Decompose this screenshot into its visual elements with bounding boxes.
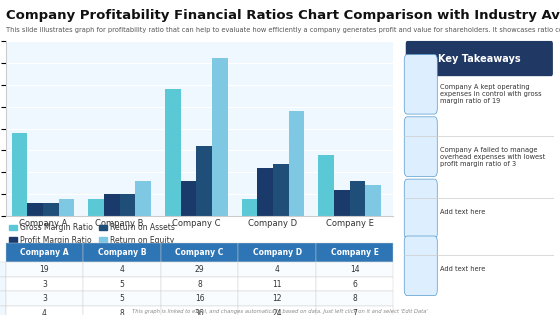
Text: Add text here: Add text here bbox=[440, 266, 486, 272]
Bar bbox=[43, 203, 59, 216]
Bar bbox=[59, 198, 74, 216]
Text: Company Profitability Financial Ratios Chart Comparison with Industry Average: Company Profitability Financial Ratios C… bbox=[6, 9, 560, 22]
Bar bbox=[27, 203, 43, 216]
FancyBboxPatch shape bbox=[406, 41, 553, 76]
Text: Company A kept operating expenses in control with gross margin ratio of 19: Company A kept operating expenses in con… bbox=[440, 84, 542, 104]
Text: This slide illustrates graph for profitability ratio that can help to evaluate h: This slide illustrates graph for profita… bbox=[6, 27, 560, 33]
Bar bbox=[181, 181, 197, 216]
Bar bbox=[165, 89, 181, 216]
FancyBboxPatch shape bbox=[404, 54, 437, 114]
FancyBboxPatch shape bbox=[404, 117, 437, 176]
Bar bbox=[288, 111, 305, 216]
Bar bbox=[104, 194, 120, 216]
FancyBboxPatch shape bbox=[404, 236, 437, 295]
Bar bbox=[136, 181, 151, 216]
FancyBboxPatch shape bbox=[404, 179, 437, 239]
Bar bbox=[257, 168, 273, 216]
Legend: Gross Margin Ratio, Profit Margin Ratio, Return on Assets, Return on Equity: Gross Margin Ratio, Profit Margin Ratio,… bbox=[10, 223, 175, 245]
Bar bbox=[241, 198, 257, 216]
Bar bbox=[212, 59, 228, 216]
Bar bbox=[120, 194, 136, 216]
Bar bbox=[318, 155, 334, 216]
Bar bbox=[197, 146, 212, 216]
Bar bbox=[88, 198, 104, 216]
Text: Add text here: Add text here bbox=[440, 209, 486, 215]
Bar bbox=[365, 186, 381, 216]
Text: Company A failed to manage overhead expenses with lowest profit margin ratio of : Company A failed to manage overhead expe… bbox=[440, 146, 545, 167]
Bar bbox=[12, 133, 27, 216]
Text: Key Takeaways: Key Takeaways bbox=[438, 54, 521, 64]
Bar bbox=[334, 190, 349, 216]
Bar bbox=[273, 163, 288, 216]
Bar bbox=[349, 181, 365, 216]
Text: This graph is linked to excel, and changes automatically based on data. Just lef: This graph is linked to excel, and chang… bbox=[132, 309, 428, 314]
